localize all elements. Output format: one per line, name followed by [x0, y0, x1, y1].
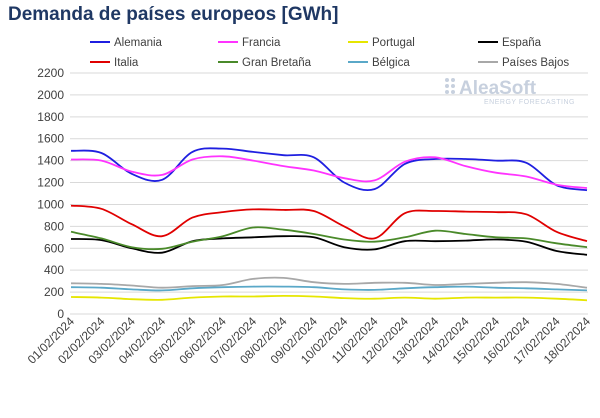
- y-tick-label: 2000: [37, 88, 64, 102]
- y-tick-label: 1600: [37, 132, 64, 146]
- series-line-espana: [70, 235, 588, 256]
- series-line-belgica: [70, 285, 588, 292]
- legend-label-francia: Francia: [242, 37, 281, 49]
- series-line-gran-bretana: [70, 226, 588, 251]
- y-tick-label: 1400: [37, 154, 64, 168]
- y-tick-label: 800: [44, 219, 64, 233]
- legend-label-belgica: Bélgica: [372, 57, 410, 69]
- legend-label-portugal: Portugal: [372, 37, 415, 49]
- series-lines: [70, 147, 588, 302]
- gridlines: [70, 72, 588, 315]
- y-tick-label: 1800: [37, 110, 64, 124]
- legend-label-italia: Italia: [114, 57, 139, 69]
- series-line-portugal: [70, 295, 588, 302]
- legend-label-espana: España: [502, 37, 542, 49]
- aleasoft-logo-icon: [445, 78, 455, 94]
- legend-label-alemania: Alemania: [114, 37, 163, 49]
- y-axis-ticks: 0 200 400 600 800 1000 1200 1400 1600 1800 2000 220…: [37, 66, 64, 321]
- y-tick-label: 1000: [37, 197, 64, 211]
- y-tick-label: 400: [44, 263, 64, 277]
- y-tick-label: 200: [44, 285, 64, 299]
- series-line-paises-bajos: [70, 276, 588, 289]
- series-line-francia: [70, 155, 588, 189]
- aleasoft-watermark: AleaSoft ENERGY FORECASTING: [445, 78, 575, 106]
- legend-label-gran-bretana: Gran Bretaña: [242, 57, 312, 69]
- chart-title: Demanda de países europeos [GWh]: [8, 4, 339, 25]
- watermark-tagline: ENERGY FORECASTING: [484, 99, 575, 106]
- y-tick-label: 600: [44, 241, 64, 255]
- y-tick-label: 0: [57, 307, 64, 321]
- legend-label-paises-bajos: Países Bajos: [502, 57, 569, 69]
- series-line-italia: [70, 204, 588, 243]
- series-line-alemania: [70, 147, 588, 192]
- y-tick-label: 1200: [37, 176, 64, 190]
- watermark-brand: AleaSoft: [459, 78, 537, 99]
- y-tick-label: 2200: [37, 66, 64, 80]
- x-axis-ticks: 01/02/202402/02/202403/02/202404/02/2024…: [25, 314, 594, 367]
- legend: Alemania Francia Portugal España Italia Gran …: [90, 37, 569, 69]
